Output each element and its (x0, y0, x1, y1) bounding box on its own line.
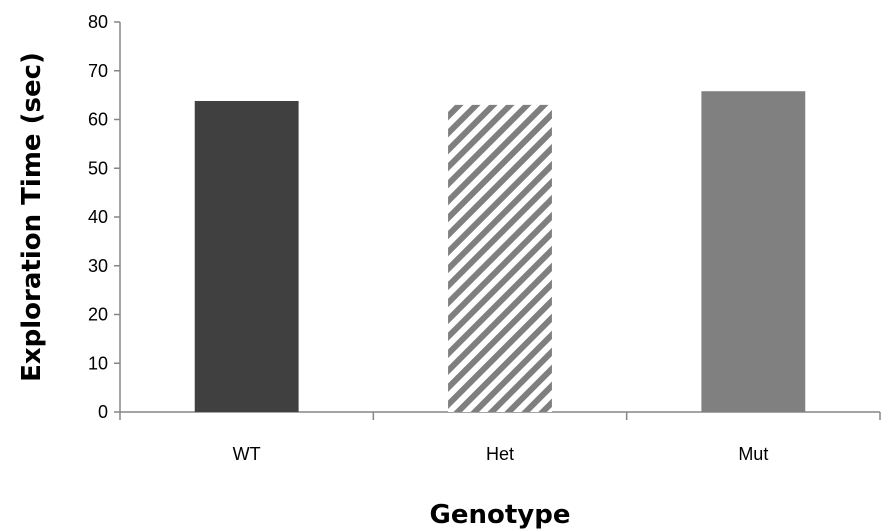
y-axis: 0 10 20 30 40 50 60 70 80 (88, 12, 121, 422)
y-tick-label: 20 (88, 305, 108, 325)
bar-wt (194, 100, 299, 412)
y-tick-label: 70 (88, 61, 108, 81)
bar-het (448, 104, 552, 412)
x-tick-label: Mut (738, 444, 768, 464)
y-tick-label: 50 (88, 158, 108, 178)
bar-mut (701, 91, 806, 412)
x-axis: WT Het Mut (119, 411, 881, 464)
x-tick-label: WT (233, 444, 261, 464)
y-tick-label: 10 (88, 353, 108, 373)
y-tick-label: 40 (88, 207, 108, 227)
y-axis-title: Exploration Time (sec) (17, 52, 47, 382)
y-tick-label: 0 (98, 402, 108, 422)
y-tick-label: 80 (88, 12, 108, 32)
x-tick-label: Het (486, 444, 514, 464)
x-axis-title: Genotype (430, 500, 571, 530)
y-tick-label: 30 (88, 256, 108, 276)
y-tick-label: 60 (88, 110, 108, 130)
